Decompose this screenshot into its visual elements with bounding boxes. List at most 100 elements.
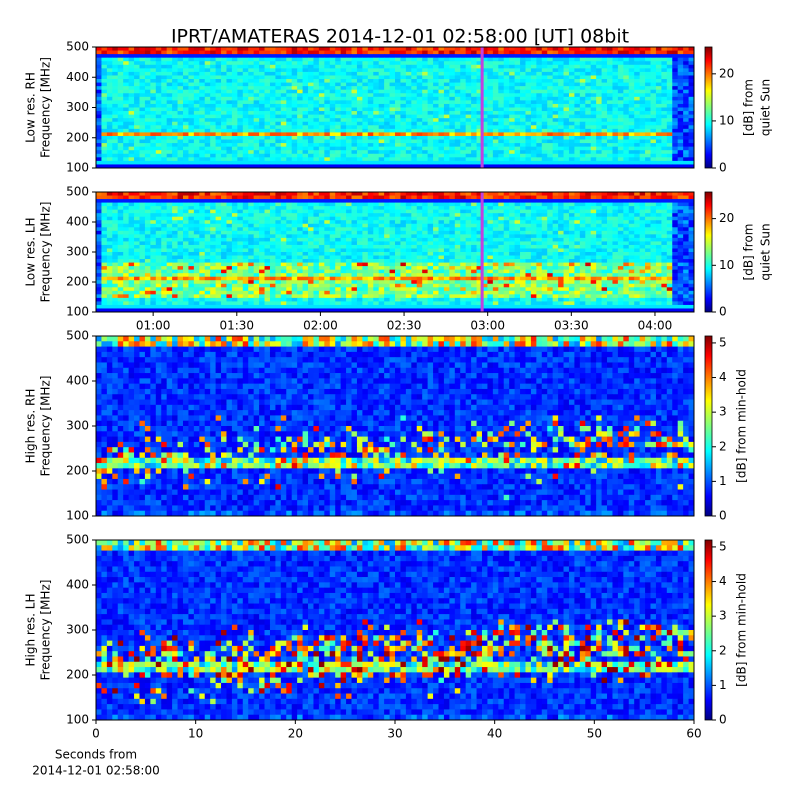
spectrogram-cell: [155, 128, 162, 133]
spectrogram-cell: [449, 107, 456, 112]
spectrogram-cell: [465, 121, 472, 126]
spectrogram-cell: [541, 146, 548, 151]
spectrogram-cell: [498, 79, 505, 83]
spectrogram-cell: [356, 220, 363, 225]
spectrogram-cell: [596, 220, 602, 225]
spectrogram-cell: [520, 89, 526, 94]
spectrogram-cell: [411, 143, 418, 148]
spectrogram-cell: [378, 64, 385, 69]
spectrogram-cell: [405, 132, 412, 137]
spectrogram-cell: [231, 209, 238, 214]
spectrogram-cell: [601, 96, 608, 101]
spectrogram-cell: [639, 89, 646, 94]
spectrogram-cell: [302, 93, 309, 98]
spectrogram-cell: [210, 192, 216, 196]
spectrogram-cell: [672, 61, 679, 66]
spectrogram-cell: [112, 75, 119, 80]
spectrogram-cell: [134, 128, 140, 133]
spectrogram-cell: [476, 118, 483, 123]
spectrogram-cell: [253, 89, 260, 94]
spectrogram-cell: [367, 82, 374, 87]
spectrogram-cell: [655, 153, 662, 158]
spectrogram-cell: [509, 153, 515, 158]
spectrogram-cell: [128, 132, 135, 137]
spectrogram-cell: [280, 64, 287, 69]
spectrogram-cell: [297, 132, 303, 137]
spectrogram-cell: [362, 64, 369, 69]
spectrogram-cell: [590, 47, 597, 51]
spectrogram-cell: [161, 128, 168, 133]
spectrogram-cell: [427, 143, 434, 148]
spectrogram-cell: [677, 47, 684, 51]
spectrogram-cell: [367, 103, 374, 108]
spectrogram-cell: [547, 153, 554, 158]
spectrogram-cell: [471, 153, 477, 158]
spectrogram-cell: [134, 93, 140, 98]
spectrogram-cell: [422, 223, 429, 228]
spectrogram-cell: [389, 118, 396, 123]
spectrogram-cell: [612, 75, 619, 80]
spectrogram-cell: [585, 71, 592, 76]
spectrogram-cell: [384, 100, 390, 105]
spectrogram-cell: [443, 213, 450, 218]
spectrogram-cell: [340, 75, 347, 80]
spectrogram-cell: [351, 107, 358, 112]
spectrogram-cell: [193, 199, 200, 203]
spectrogram-cell: [259, 114, 265, 119]
spectrogram-cell: [367, 121, 374, 126]
spectrogram-cell: [123, 132, 130, 137]
spectrogram-cell: [460, 146, 467, 151]
spectrogram-cell: [242, 100, 249, 105]
spectrogram-cell: [373, 107, 380, 112]
spectrogram-cell: [574, 157, 581, 162]
spectrogram-cell: [340, 146, 347, 151]
spectrogram-cell: [356, 82, 363, 87]
spectrogram-cell: [617, 82, 624, 87]
spectrogram-cell: [123, 143, 130, 148]
spectrogram-cell: [253, 150, 260, 155]
spectrogram-cell: [574, 68, 581, 73]
spectrogram-cell: [617, 157, 624, 162]
spectrogram-cell: [166, 71, 173, 76]
spectrogram-cell: [356, 47, 363, 51]
spectrogram-cell: [568, 111, 575, 116]
spectrogram-cell: [677, 199, 684, 203]
spectrogram-cell: [286, 121, 293, 126]
spectrogram-cell: [395, 157, 401, 162]
spectrogram-cell: [672, 213, 679, 218]
spectrogram-cell: [650, 202, 657, 207]
spectrogram-cell: [416, 47, 423, 51]
spectrogram-cell: [231, 143, 238, 148]
spectrogram-cell: [400, 206, 407, 211]
spectrogram-cell: [617, 121, 624, 126]
spectrogram-cell: [188, 82, 195, 87]
spectrogram-cell: [563, 54, 570, 59]
spectrogram-cell: [639, 121, 646, 126]
spectrogram-cell: [655, 192, 662, 196]
spectrogram-cell: [454, 125, 461, 130]
spectrogram-cell: [666, 79, 673, 83]
spectrogram-cell: [204, 146, 211, 151]
spectrogram-cell: [356, 50, 363, 55]
spectrogram-cell: [340, 199, 347, 203]
spectrogram-cell: [253, 47, 260, 51]
spectrogram-cell: [123, 82, 130, 87]
spectrogram-cell: [204, 89, 211, 94]
spectrogram-cell: [134, 202, 140, 207]
spectrogram-cell: [237, 157, 244, 162]
spectrogram-cell: [596, 86, 602, 91]
spectrogram-cell: [476, 143, 483, 148]
spectrogram-cell: [422, 150, 429, 155]
spectrogram-cell: [623, 64, 630, 69]
spectrogram-cell: [634, 146, 641, 151]
spectrogram-cell: [286, 206, 293, 211]
spectrogram-cell: [351, 195, 358, 200]
spectrogram-cell: [536, 216, 543, 221]
spectrogram-cell: [509, 75, 515, 80]
spectrogram-cell: [416, 192, 423, 196]
spectrogram-cell: [411, 68, 418, 73]
spectrogram-cell: [384, 103, 390, 108]
spectrogram-cell: [400, 164, 407, 169]
spectrogram-cell: [487, 157, 494, 162]
spectrogram-cell: [378, 216, 385, 221]
